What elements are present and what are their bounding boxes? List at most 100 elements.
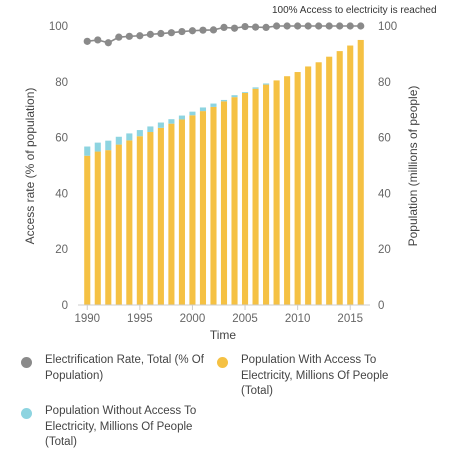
bar-with-access <box>294 72 301 305</box>
electrification-rate-point <box>251 23 260 31</box>
bar-without-access <box>210 103 217 107</box>
electrification-rate-point <box>167 29 176 37</box>
electrification-rate-point <box>304 22 312 30</box>
bar-without-access <box>126 133 133 141</box>
legend-swatch-icon <box>217 357 228 368</box>
electrification-rate-point <box>199 26 207 34</box>
y-right-tick-label: 40 <box>378 188 391 200</box>
electrification-rate-point <box>346 22 354 30</box>
line-layer <box>83 22 365 47</box>
legend-label: Electrification Rate, Total (% Of Popula… <box>45 354 204 382</box>
y-left-tick-label: 0 <box>62 300 68 312</box>
x-axis-title: Time <box>210 328 237 342</box>
bar-with-access <box>326 56 333 305</box>
electrification-rate-point <box>325 22 333 30</box>
bar-with-access <box>273 80 280 305</box>
electrification-rate-point <box>146 30 154 38</box>
bar-with-access <box>199 111 207 305</box>
x-tick-label: 1995 <box>127 313 153 325</box>
y-right-tick-label: 60 <box>378 133 391 145</box>
legend-item-population-with-access[interactable]: Population With Access To Electricity, M… <box>217 353 402 400</box>
y-left-tick-label: 20 <box>55 244 68 256</box>
electrification-rate-point <box>125 32 133 40</box>
electrification-rate-point <box>262 23 270 31</box>
bar-with-access <box>168 123 175 306</box>
electrification-rate-point <box>115 33 123 41</box>
x-tick-label: 2000 <box>180 313 206 325</box>
bar-without-access <box>241 92 249 93</box>
y-right-tick-label: 20 <box>378 244 391 256</box>
electrification-rate-point <box>220 23 228 31</box>
bar-without-access <box>231 95 238 98</box>
x-tick-label: 2015 <box>337 313 363 325</box>
bar-without-access <box>263 83 270 85</box>
y-right-tick-label: 80 <box>378 77 391 89</box>
x-tick-label: 2005 <box>232 313 258 325</box>
bar-with-access <box>305 66 312 305</box>
electrification-rate-point <box>241 22 249 31</box>
bar-with-access <box>220 101 228 305</box>
bar-without-access <box>136 130 143 137</box>
bar-with-access <box>189 115 196 305</box>
y-right-tick-label: 0 <box>378 300 384 312</box>
bar-without-access <box>115 136 122 145</box>
electrification-rate-point <box>209 26 218 34</box>
right-axis-title: Population (millions of people) <box>406 86 420 247</box>
electrification-rate-point <box>136 32 144 40</box>
bar-without-access <box>157 122 164 128</box>
bar-with-access <box>231 97 238 306</box>
electrification-rate-point <box>94 36 102 44</box>
electrification-rate-point <box>157 29 165 38</box>
bar-with-access <box>105 150 112 305</box>
bar-without-access <box>252 87 259 89</box>
electrification-rate-point <box>230 24 239 32</box>
bar-with-access <box>157 127 164 306</box>
electrification-rate-point <box>315 22 323 30</box>
legend-item-population-without-access[interactable]: Population Without Access To Electricity… <box>21 404 221 451</box>
bar-without-access <box>94 142 101 152</box>
bar-with-access <box>136 136 143 305</box>
legend: Electrification Rate, Total (% Of Popula… <box>0 348 450 462</box>
bar-with-access <box>284 76 291 305</box>
electrification-rate-point <box>188 27 197 35</box>
bar-with-access <box>347 45 354 305</box>
bar-without-access <box>220 99 228 102</box>
electrification-rate-point <box>336 22 344 30</box>
bar-with-access <box>357 39 364 305</box>
annotation-label: 100% Access to electricity is reached <box>272 5 437 16</box>
electrification-rate-point <box>294 22 302 30</box>
bars-layer <box>84 39 364 306</box>
x-tick-label: 1990 <box>74 313 100 325</box>
bar-with-access <box>241 92 249 306</box>
bar-without-access <box>147 126 154 133</box>
bar-without-access <box>189 111 196 116</box>
y-right-tick-label: 100 <box>378 21 397 33</box>
electrification-rate-point <box>357 22 365 30</box>
electrification-rate-point <box>283 22 291 30</box>
bar-with-access <box>336 51 343 305</box>
bar-without-access <box>105 140 112 151</box>
electrification-rate-point <box>178 27 186 36</box>
legend-label: Population Without Access To Electricity… <box>45 405 197 448</box>
x-tick-label: 2010 <box>285 313 311 325</box>
y-left-tick-label: 100 <box>49 21 68 33</box>
bar-with-access <box>315 62 322 305</box>
bar-with-access <box>126 140 133 305</box>
chart: 0 20 40 60 80 100 0 20 40 60 80 100 1990 1995 2000 2005… <box>23 5 437 342</box>
electrification-rate-point <box>104 39 112 47</box>
bar-with-access <box>263 84 270 305</box>
bar-with-access <box>147 132 154 305</box>
legend-label: Population With Access To Electricity, M… <box>241 354 389 397</box>
bar-without-access <box>178 115 185 120</box>
bar-with-access <box>94 151 101 305</box>
bar-with-access <box>84 155 91 305</box>
legend-item-electrification-rate[interactable]: Electrification Rate, Total (% Of Popula… <box>21 353 221 384</box>
legend-swatch-icon <box>21 408 32 419</box>
legend-swatch-icon <box>21 357 32 368</box>
bar-with-access <box>178 119 185 305</box>
y-left-tick-label: 80 <box>55 77 68 89</box>
left-axis-title: Access rate (% of population) <box>23 88 37 245</box>
bar-without-access <box>84 146 91 156</box>
electrification-rate-point <box>272 22 281 30</box>
bar-without-access <box>168 119 175 124</box>
